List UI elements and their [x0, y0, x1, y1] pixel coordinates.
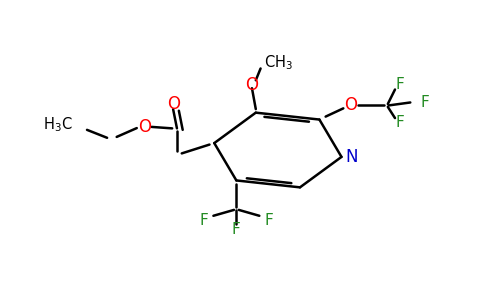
Text: F: F	[420, 95, 429, 110]
Text: F: F	[199, 213, 208, 228]
Text: O: O	[245, 76, 258, 94]
Text: F: F	[232, 221, 241, 236]
Text: O: O	[138, 118, 151, 136]
Text: F: F	[395, 115, 404, 130]
Text: F: F	[265, 213, 273, 228]
Text: N: N	[346, 148, 358, 166]
Text: F: F	[395, 77, 404, 92]
Text: O: O	[344, 96, 357, 114]
Text: H$_3$C: H$_3$C	[43, 115, 73, 134]
Text: O: O	[166, 95, 180, 113]
Text: CH$_3$: CH$_3$	[264, 53, 293, 72]
